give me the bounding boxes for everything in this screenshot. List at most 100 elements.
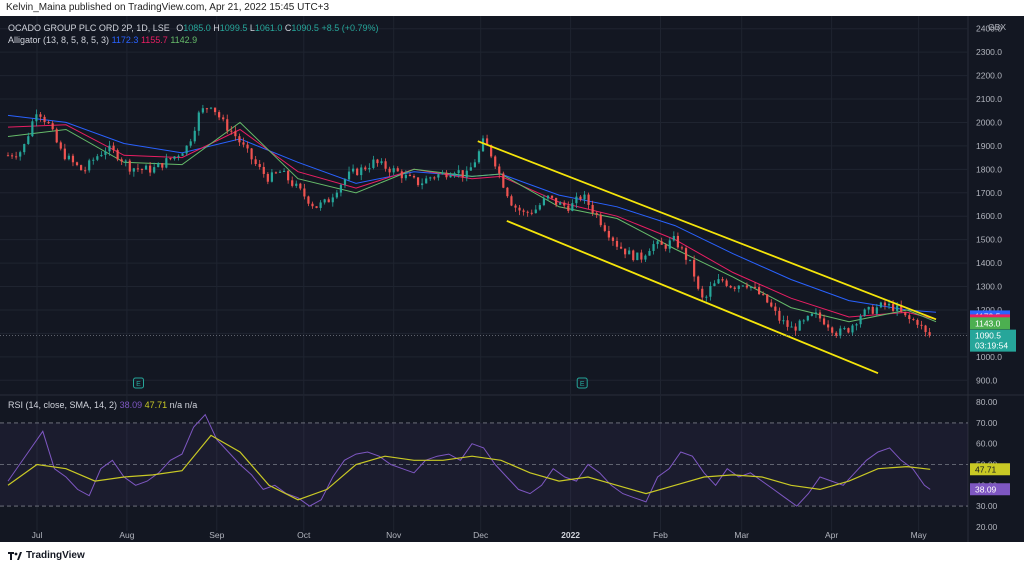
rsi-sma-line — [7, 434, 931, 501]
alligator-teeth-line — [7, 124, 937, 320]
candle-body — [84, 170, 87, 172]
rsi-tick-label: 70.00 — [976, 418, 998, 428]
chart-area[interactable]: 900.01000.01100.01200.01300.01400.01500.… — [0, 16, 1024, 542]
candle-body — [339, 184, 343, 193]
rsi-na-1: n/a — [169, 400, 183, 410]
candle-body — [490, 145, 493, 157]
candle-body — [416, 177, 420, 186]
candle-body — [847, 328, 850, 333]
candle-body — [835, 332, 838, 336]
candle-body — [201, 108, 204, 113]
candle-body — [323, 199, 326, 203]
candle-body — [71, 155, 75, 163]
x-axis-label: Aug — [119, 530, 134, 540]
candle-body — [843, 328, 846, 330]
candle-body — [226, 119, 229, 131]
candle-body — [831, 327, 834, 333]
candle-body — [879, 302, 882, 308]
publisher-line: Kelvin_Maina published on TradingView.co… — [6, 2, 330, 13]
candle-body — [774, 306, 777, 311]
candle-body — [721, 279, 724, 281]
candle-body — [10, 155, 14, 157]
candle-body — [23, 144, 26, 153]
candle-body — [697, 276, 700, 289]
candle-body — [335, 192, 338, 198]
candle-body — [307, 196, 310, 204]
price-axis-strip — [968, 16, 1024, 542]
candle-body — [502, 173, 505, 188]
earnings-marker[interactable] — [576, 377, 588, 389]
candle-body — [79, 165, 83, 171]
candle-body — [205, 108, 209, 110]
x-axis-label: Sep — [209, 530, 224, 540]
tradingview-logo: TradingView — [8, 550, 85, 561]
candle-body — [303, 188, 306, 197]
candle-body — [916, 319, 919, 325]
candle-body — [165, 158, 168, 168]
candle-body — [530, 212, 533, 214]
rsi-line — [7, 413, 931, 507]
candle-body — [814, 312, 818, 314]
candle-body — [912, 319, 915, 321]
candle-body — [798, 320, 801, 331]
rsi-value-tag — [970, 463, 1010, 476]
candle-body — [498, 166, 501, 174]
x-axis-label: Feb — [653, 530, 668, 540]
candle-body — [35, 114, 38, 122]
candle-body — [6, 155, 10, 157]
candle-body — [802, 320, 805, 322]
rsi-na-2: n/a — [184, 400, 198, 410]
candle-body — [352, 168, 355, 172]
candle-body — [388, 168, 391, 173]
candle-body — [177, 155, 180, 157]
candle-body — [737, 285, 740, 289]
candle-body — [518, 207, 521, 211]
tradingview-logo-text: TradingView — [26, 550, 85, 561]
bar-countdown-label: 03:19:54 — [975, 341, 1008, 351]
price-tick-label: 2000.0 — [976, 117, 1002, 127]
candle-body — [818, 312, 822, 319]
candle-body — [209, 107, 213, 109]
candle-body — [749, 286, 753, 288]
candle-body — [595, 212, 598, 215]
alligator-lips-line — [7, 121, 937, 323]
earnings-marker[interactable] — [133, 377, 144, 389]
candle-body — [254, 159, 257, 165]
candle-body — [282, 170, 286, 172]
candle-body — [173, 156, 176, 159]
candle-body — [445, 172, 448, 178]
ohlc-c-label: C — [284, 23, 292, 33]
candle-body — [140, 169, 144, 171]
candle-body — [729, 285, 732, 288]
candle-body — [55, 129, 58, 143]
candle-body — [43, 116, 46, 122]
price-tick-label: 1600.0 — [976, 211, 1002, 221]
candle-body — [120, 159, 123, 162]
candle-body — [794, 326, 797, 331]
ohlc-o-label: O — [176, 23, 184, 33]
candle-body — [368, 167, 371, 170]
candle-body — [559, 202, 562, 205]
candle-body — [875, 307, 878, 314]
candle-body — [648, 250, 651, 256]
chart-svg[interactable]: 900.01000.01100.01200.01300.01400.01500.… — [0, 16, 1024, 542]
price-tick-label: 1900.0 — [976, 141, 1002, 151]
candle-body — [741, 285, 744, 287]
candle-body — [733, 287, 736, 289]
candle-body — [185, 145, 188, 154]
candle-body — [315, 206, 318, 208]
candle-body — [441, 172, 444, 175]
candle-body — [867, 306, 870, 310]
candle-body — [250, 148, 253, 160]
footer-bar: TradingView — [0, 542, 1024, 567]
alligator-jaw-line — [7, 114, 937, 313]
candle-body — [144, 165, 148, 170]
candle-body — [684, 248, 688, 260]
price-tick-label: 2300.0 — [976, 47, 1002, 57]
candle-body — [839, 328, 842, 336]
candle-body — [242, 142, 245, 145]
ohlc-close: 1090.5 — [291, 23, 319, 33]
candle-body — [31, 121, 34, 137]
candle-body — [851, 325, 854, 333]
candle-body — [863, 309, 866, 316]
